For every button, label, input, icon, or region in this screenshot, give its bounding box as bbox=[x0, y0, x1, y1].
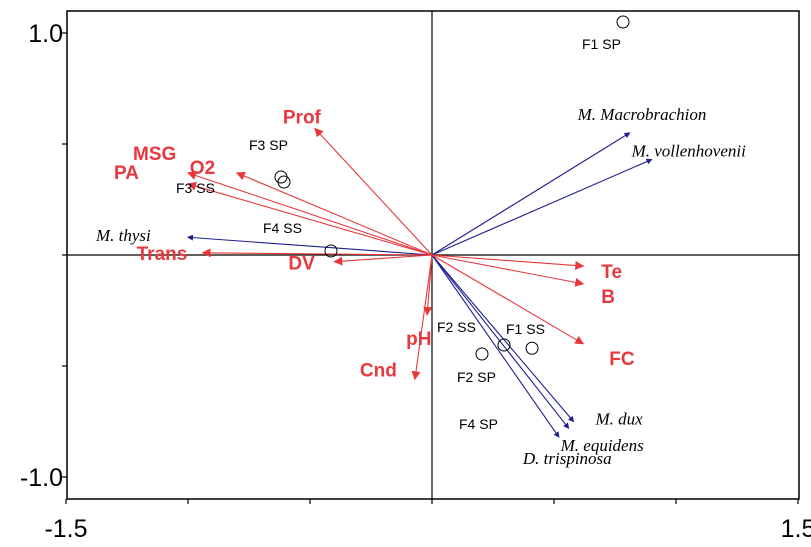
species-m-macrobrachion-arrow bbox=[431, 132, 631, 256]
env-o2-label: O2 bbox=[190, 158, 215, 179]
x-tick-label: -1.5 bbox=[44, 515, 87, 543]
env-cnd-arrow bbox=[411, 254, 433, 381]
env-fc-arrow bbox=[431, 254, 585, 345]
tick-labels: -1.5 1.5 1.0 -1.0 bbox=[20, 20, 811, 543]
site-f2-sp-point bbox=[475, 347, 489, 361]
site-f3-ss-point bbox=[277, 175, 291, 189]
species-m-vollenhovenii-arrow bbox=[431, 158, 653, 256]
species-m-equidens-label: M. equidens bbox=[560, 436, 644, 455]
site-f4-ss-label: F4 SS bbox=[263, 220, 302, 236]
species-m-vollenhovenii-label: M. vollenhovenii bbox=[631, 142, 747, 161]
env-pa-label: PA bbox=[114, 163, 139, 184]
y-tick-label: 1.0 bbox=[28, 20, 63, 48]
site-f3-sp-label: F3 SP bbox=[249, 137, 288, 153]
species-m-macrobrachion-label: M. Macrobrachion bbox=[577, 105, 707, 124]
x-tick-label: 1.5 bbox=[781, 515, 811, 543]
env-ph-label: pH bbox=[406, 329, 431, 350]
env-trans-arrow bbox=[201, 248, 433, 258]
env-msg-label: MSG bbox=[133, 144, 176, 165]
species-d-trispinosa-label: D. trispinosa bbox=[522, 449, 612, 468]
site-f4-ss-point bbox=[324, 244, 338, 258]
env-te-arrow bbox=[431, 254, 585, 271]
env-prof-arrow bbox=[314, 127, 433, 256]
site-f1-sp-point bbox=[616, 15, 630, 29]
env-ph-arrow bbox=[423, 254, 433, 316]
y-tick-label: -1.0 bbox=[20, 464, 63, 492]
env-cnd-label: Cnd bbox=[360, 360, 397, 381]
species-m-dux-arrow bbox=[431, 254, 575, 423]
env-msg-arrow bbox=[187, 171, 433, 256]
site-f1-sp-label: F1 SP bbox=[582, 36, 621, 52]
env-b-label: B bbox=[601, 287, 615, 308]
species-d-trispinosa-arrow bbox=[431, 254, 560, 438]
env-fc-label: FC bbox=[609, 349, 635, 370]
species-m-thysi-arrow bbox=[187, 234, 433, 256]
env-trans-label: Trans bbox=[137, 244, 188, 265]
env-prof-label: Prof bbox=[283, 107, 322, 128]
env-b-arrow bbox=[431, 254, 585, 287]
env-dv-arrow bbox=[333, 254, 433, 266]
sites: F1 SP F3 SP F3 SS F4 SS F2 SS F1 SS F2 SP F4 SP bbox=[176, 15, 630, 432]
species-m-equidens-arrow bbox=[431, 254, 570, 429]
site-f1-ss-point bbox=[497, 338, 511, 352]
site-f2-ss-point bbox=[525, 341, 539, 355]
site-f4-sp-label: F4 SP bbox=[459, 416, 498, 432]
axis-ticks bbox=[62, 32, 799, 504]
site-f2-ss-label: F2 SS bbox=[437, 319, 476, 335]
site-f2-sp-label: F2 SP bbox=[457, 369, 496, 385]
site-f1-ss-label: F1 SS bbox=[506, 321, 545, 337]
env-dv-label: DV bbox=[288, 254, 315, 275]
species-m-thysi-label: M. thysi bbox=[95, 226, 151, 245]
species-m-dux-label: M. dux bbox=[595, 410, 644, 429]
species-vectors: M. Macrobrachion M. vollenhovenii M. thysi… bbox=[95, 105, 746, 468]
env-o2-arrow bbox=[235, 171, 433, 256]
env-te-label: Te bbox=[601, 262, 622, 283]
site-f3-ss-label: F3 SS bbox=[176, 180, 215, 196]
env-pa-arrow bbox=[187, 181, 433, 256]
